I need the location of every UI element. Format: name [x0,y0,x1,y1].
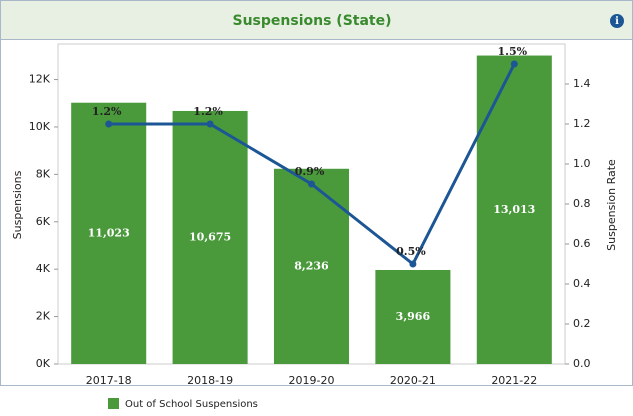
bar [71,102,147,364]
y-tick-label: 8K [36,167,51,180]
rate-value-label: 1.2% [193,105,223,118]
legend-swatch [108,398,119,409]
bar [172,110,248,365]
legend-label: Out of School Suspensions [125,399,258,410]
bar [273,168,350,364]
y2-tick-label: 0.8 [573,197,591,210]
chart-title: Suspensions (State) [233,13,392,29]
bar [476,55,552,365]
y-tick-label: 4K [36,262,51,275]
y2-tick-label: 1.2 [573,117,591,130]
x-tick-label: 2019-20 [289,374,335,387]
y2-tick-label: 1.0 [573,157,591,170]
rate-value-label: 1.5% [498,45,528,58]
y-tick-label: 12K [29,73,51,86]
y2-axis-label: Suspension Rate [605,159,618,251]
svg-text:i: i [615,16,619,27]
bar [375,269,451,364]
bar-value-label: 11,023 [88,226,130,239]
rate-value-label: 0.9% [295,165,325,178]
bar-value-label: 13,013 [493,203,535,216]
bar-value-label: 3,966 [396,310,431,323]
y2-tick-label: 0.0 [573,357,591,370]
x-tick-label: 2020-21 [390,374,436,387]
y-tick-label: 6K [36,215,51,228]
y2-tick-label: 1.4 [573,77,591,90]
x-tick-label: 2017-18 [86,374,132,387]
y-tick-label: 0K [36,357,51,370]
rate-point [206,120,214,128]
header [1,1,632,39]
info-icon[interactable]: i [610,14,624,28]
y-tick-label: 10K [29,120,51,133]
bar-value-label: 10,675 [189,230,231,243]
x-tick-label: 2021-22 [491,374,537,387]
y-tick-label: 2K [36,310,51,323]
rate-point [105,120,113,128]
y2-tick-label: 0.6 [573,237,591,250]
rate-point [409,260,417,268]
rate-point [308,180,315,188]
rate-value-label: 1.2% [92,105,122,118]
rate-value-label: 0.5% [396,245,426,258]
y-axis-label: Suspensions [11,170,24,239]
bar-value-label: 8,236 [294,259,329,272]
x-tick-label: 2018-19 [187,374,233,387]
y2-tick-label: 0.2 [573,317,591,330]
rate-point [510,60,518,68]
y2-tick-label: 0.4 [573,277,591,290]
